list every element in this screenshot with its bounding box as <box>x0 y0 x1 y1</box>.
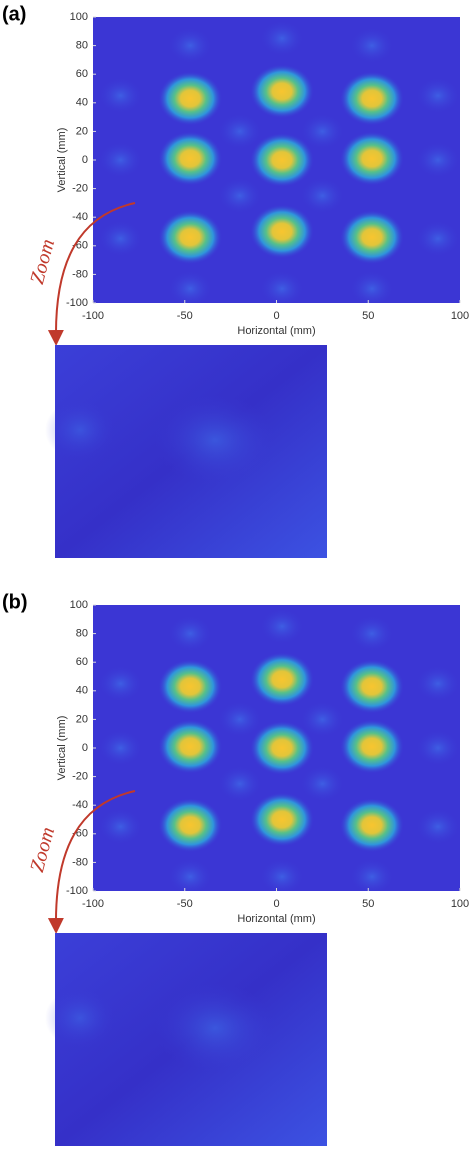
side-lobe <box>349 270 394 303</box>
side-lobe <box>217 765 262 802</box>
zoom-arrow <box>47 202 136 346</box>
y-tick-label: 60 <box>76 68 88 80</box>
y-tick-label: -40 <box>72 799 88 811</box>
peak <box>339 71 404 126</box>
side-lobe <box>168 27 213 64</box>
zoom-label: Zoom <box>26 825 59 875</box>
side-lobe <box>300 701 345 738</box>
side-lobe <box>98 77 143 114</box>
side-lobe <box>415 220 460 257</box>
side-lobe <box>168 270 213 303</box>
zoom-label: Zoom <box>26 237 59 287</box>
y-tick-label: -100 <box>66 885 88 897</box>
y-tick-label: 100 <box>70 599 88 611</box>
peak <box>339 131 404 186</box>
x-tick-label: -50 <box>177 310 193 322</box>
side-lobe <box>260 270 304 303</box>
y-tick-label: 40 <box>76 685 88 697</box>
peak <box>250 64 315 119</box>
side-lobe <box>168 858 213 891</box>
side-lobe <box>98 665 143 702</box>
side-lobe <box>98 808 143 845</box>
peak <box>158 131 223 186</box>
peak <box>158 659 223 714</box>
y-tick-label: 80 <box>76 40 88 52</box>
peak <box>250 204 315 259</box>
y-tick-label: 60 <box>76 656 88 668</box>
x-tick-label: -100 <box>82 898 104 910</box>
panel-label: (a) <box>2 3 26 25</box>
heat-layer <box>98 608 460 891</box>
peak <box>158 798 223 853</box>
x-tick-label: 50 <box>362 898 374 910</box>
side-lobe <box>415 730 460 766</box>
side-lobe <box>260 20 305 57</box>
y-tick-label: -40 <box>72 211 88 223</box>
y-tick-label: 20 <box>76 713 88 725</box>
y-tick-label: -20 <box>72 183 88 195</box>
zoom-arrow <box>47 790 136 934</box>
side-lobe <box>349 858 394 891</box>
y-tick-label: -100 <box>66 297 88 309</box>
side-lobe <box>217 177 262 214</box>
x-tick-label: 50 <box>362 310 374 322</box>
peak <box>339 798 404 853</box>
peak <box>339 659 404 714</box>
side-lobe <box>300 765 345 802</box>
y-tick-label: 0 <box>82 742 88 754</box>
peak <box>250 721 315 775</box>
x-axis-title: Horizontal (mm) <box>237 325 315 337</box>
zoom-lobe <box>155 983 275 1073</box>
side-lobe <box>168 615 213 652</box>
x-tick-label: 0 <box>273 898 279 910</box>
peak <box>158 210 223 265</box>
peak <box>250 652 315 707</box>
x-tick-label: 100 <box>451 898 469 910</box>
side-lobe <box>415 665 460 702</box>
side-lobe <box>349 27 394 64</box>
peak <box>158 719 223 774</box>
zoom-lobe <box>45 988 115 1048</box>
y-tick-label: 100 <box>70 11 88 23</box>
side-lobe <box>349 615 394 652</box>
zoom-lobe <box>45 400 115 460</box>
peak <box>339 719 404 774</box>
x-tick-label: 0 <box>273 310 279 322</box>
side-lobe <box>300 113 345 150</box>
y-tick-label: 20 <box>76 125 88 137</box>
side-lobe <box>415 77 460 114</box>
side-lobe <box>217 113 262 150</box>
heat-layer <box>98 20 460 303</box>
side-lobe <box>260 858 304 891</box>
peak <box>158 71 223 126</box>
x-tick-label: 100 <box>451 310 469 322</box>
x-tick-label: -100 <box>82 310 104 322</box>
y-tick-label: -20 <box>72 771 88 783</box>
zoom-lobe <box>155 395 275 485</box>
y-tick-label: 0 <box>82 154 88 166</box>
side-lobe <box>98 142 143 178</box>
y-axis-title: Vertical (mm) <box>56 128 68 193</box>
panel-label: (b) <box>2 591 28 613</box>
x-axis-title: Horizontal (mm) <box>237 913 315 925</box>
x-tick-label: -50 <box>177 898 193 910</box>
side-lobe <box>415 142 460 178</box>
side-lobe <box>300 177 345 214</box>
side-lobe <box>260 608 305 645</box>
peak <box>250 792 315 847</box>
y-axis-title: Vertical (mm) <box>56 716 68 781</box>
y-tick-label: -80 <box>72 856 88 868</box>
side-lobe <box>98 220 143 257</box>
peak <box>339 210 404 265</box>
side-lobe <box>415 808 460 845</box>
y-tick-label: -80 <box>72 268 88 280</box>
y-tick-label: 40 <box>76 97 88 109</box>
side-lobe <box>98 730 143 766</box>
side-lobe <box>217 701 262 738</box>
peak <box>250 133 315 187</box>
y-tick-label: 80 <box>76 628 88 640</box>
